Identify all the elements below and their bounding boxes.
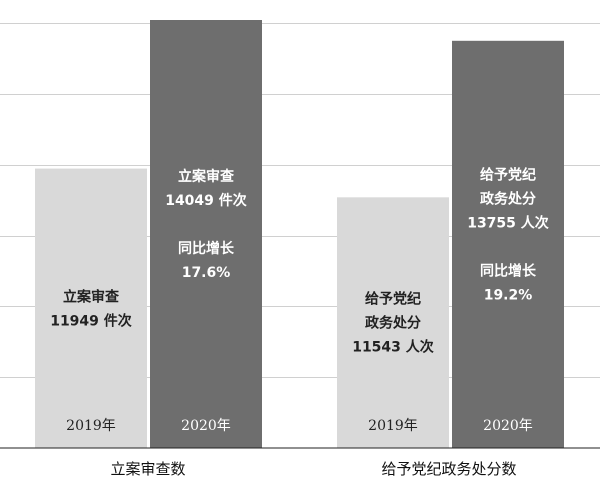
bar-annotation: 19.2% [484,287,533,303]
bar-1-2019年 [35,168,147,448]
year-label: 2019年 [368,418,418,434]
bar-annotation: 13755 人次 [467,214,549,231]
bar-annotation: 政务处分 [365,315,421,332]
category-label-2: 给予党纪政务处分数 [381,460,516,478]
bar-2-2020年 [452,40,564,448]
bar-1-2020年 [150,20,262,448]
bar-annotation: 给予党纪 [480,166,536,183]
year-label: 2019年 [66,418,116,434]
category-label-1: 立案审查数 [110,460,185,478]
bar-annotation: 给予党纪 [365,291,421,308]
bar-annotation: 14049 件次 [165,192,247,209]
bar-annotation: 11543 人次 [352,339,434,356]
bar-annotation: 11949 件次 [50,312,132,329]
year-label: 2020年 [483,418,533,434]
bar-2-2019年 [337,197,449,448]
bar-annotation: 同比增长 [480,262,537,279]
bar-annotation: 立案审查 [178,168,235,185]
bars [35,20,564,448]
bar-annotation: 同比增长 [178,240,235,257]
bar-annotation: 立案审查 [63,288,120,305]
bar-annotation: 17.6% [182,265,231,281]
bar-annotation: 政务处分 [480,190,536,207]
year-label: 2020年 [181,418,231,434]
